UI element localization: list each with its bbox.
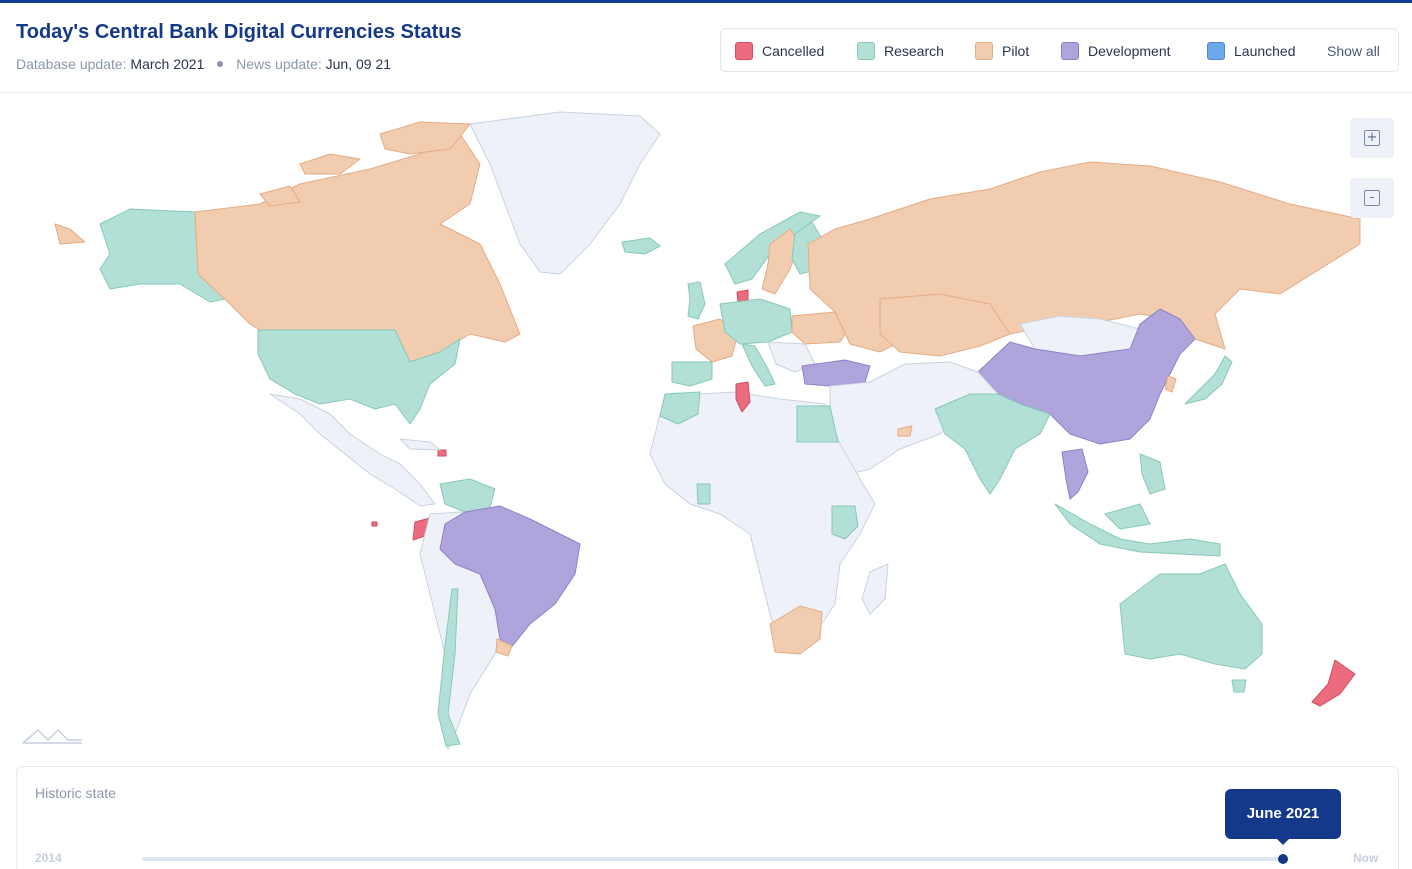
world-map-svg bbox=[22, 111, 1361, 750]
zoom-in-button[interactable]: + bbox=[1350, 118, 1394, 158]
country-mexico[interactable] bbox=[269, 393, 436, 507]
top-accent-bar bbox=[0, 0, 1412, 3]
country-madagascar[interactable] bbox=[861, 563, 889, 615]
database-update-label: Database update: bbox=[16, 56, 127, 72]
country-tunisia[interactable] bbox=[735, 381, 751, 413]
historic-state-panel: Historic state June 2021 2014 Now bbox=[16, 766, 1399, 869]
tooltip-arrow bbox=[1276, 838, 1290, 845]
country-sweden[interactable] bbox=[761, 228, 801, 295]
timeline-handle[interactable] bbox=[1278, 854, 1288, 864]
country-canada[interactable] bbox=[194, 133, 521, 363]
legend-label: Launched bbox=[1234, 43, 1296, 59]
timeline-start-label: 2014 bbox=[35, 851, 62, 865]
country-usa[interactable] bbox=[257, 329, 461, 425]
pilot-swatch bbox=[975, 42, 993, 60]
timeline-track[interactable] bbox=[142, 857, 1284, 861]
country-alaska[interactable] bbox=[99, 208, 226, 303]
show-all-button[interactable]: Show all bbox=[1327, 43, 1380, 59]
timeline-current-tooltip: June 2021 bbox=[1225, 789, 1341, 839]
minus-icon: - bbox=[1364, 190, 1380, 206]
country-new-zealand[interactable] bbox=[1311, 659, 1356, 707]
country-uk[interactable] bbox=[687, 281, 706, 320]
cancelled-swatch bbox=[735, 42, 753, 60]
legend-label: Pilot bbox=[1002, 43, 1030, 59]
country-india[interactable] bbox=[934, 393, 1051, 495]
legend-label: Cancelled bbox=[762, 43, 825, 59]
country-egypt[interactable] bbox=[796, 405, 839, 443]
country-tasmania[interactable] bbox=[1231, 679, 1247, 693]
country-denmark[interactable] bbox=[736, 289, 749, 303]
country-morocco[interactable] bbox=[659, 391, 701, 425]
separator-dot bbox=[217, 61, 224, 67]
update-info: Database update: March 2021 News update:… bbox=[16, 56, 391, 72]
country-cuba[interactable] bbox=[399, 438, 441, 451]
timeline-end-label: Now bbox=[1353, 851, 1379, 865]
country-greenland[interactable] bbox=[469, 111, 661, 275]
country-south-africa[interactable] bbox=[769, 605, 823, 655]
country-south-korea[interactable] bbox=[1164, 375, 1177, 393]
page-title: Today's Central Bank Digital Currencies … bbox=[16, 21, 462, 43]
country-uruguay[interactable] bbox=[495, 638, 513, 657]
header: Today's Central Bank Digital Currencies … bbox=[0, 3, 1412, 93]
country-kazakhstan[interactable] bbox=[879, 293, 1011, 357]
country-italy[interactable] bbox=[741, 343, 776, 387]
country-iceland[interactable] bbox=[621, 237, 661, 255]
news-update-value: Jun, 09 21 bbox=[325, 56, 392, 72]
country-uae[interactable] bbox=[897, 425, 913, 437]
country-canada-islands[interactable] bbox=[54, 121, 471, 245]
news-update-label: News update: bbox=[236, 56, 322, 72]
country-australia[interactable] bbox=[1119, 563, 1263, 670]
world-map: + - bbox=[0, 94, 1412, 759]
country-japan[interactable] bbox=[1184, 355, 1233, 405]
country-central-europe[interactable] bbox=[719, 298, 793, 345]
map-logo-icon bbox=[22, 728, 82, 744]
launched-swatch bbox=[1207, 42, 1225, 60]
country-caribbean-cancelled[interactable] bbox=[371, 449, 447, 527]
status-legend: Cancelled Research Pilot Development Lau… bbox=[720, 28, 1399, 72]
research-swatch bbox=[857, 42, 875, 60]
development-swatch bbox=[1061, 42, 1079, 60]
country-china[interactable] bbox=[977, 308, 1196, 445]
plus-icon: + bbox=[1364, 130, 1380, 146]
country-spain[interactable] bbox=[671, 361, 713, 387]
country-thailand[interactable] bbox=[1061, 448, 1089, 500]
zoom-out-button[interactable]: - bbox=[1350, 178, 1394, 218]
country-kenya[interactable] bbox=[831, 505, 859, 540]
country-africa[interactable] bbox=[649, 391, 876, 650]
country-chile[interactable] bbox=[437, 588, 461, 747]
historic-state-title: Historic state bbox=[35, 785, 116, 801]
legend-label: Development bbox=[1088, 43, 1171, 59]
database-update-value: March 2021 bbox=[130, 56, 205, 72]
legend-label: Research bbox=[884, 43, 944, 59]
country-southeast-asia[interactable] bbox=[1054, 453, 1221, 557]
country-ghana[interactable] bbox=[696, 483, 711, 505]
